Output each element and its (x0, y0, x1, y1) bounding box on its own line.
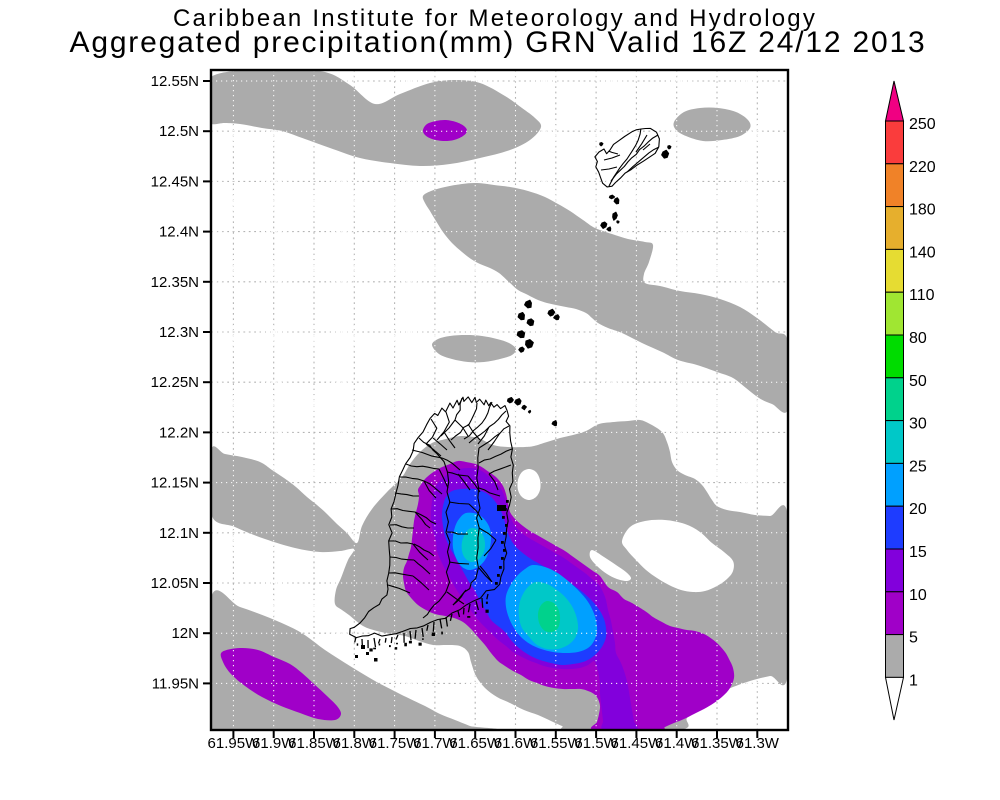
svg-text:12.3N: 12.3N (159, 324, 199, 341)
svg-text:12.1N: 12.1N (159, 525, 199, 542)
svg-text:61.8W: 61.8W (333, 735, 377, 752)
svg-text:12.45N: 12.45N (151, 173, 199, 190)
svg-text:25: 25 (909, 458, 927, 475)
svg-text:61.4W: 61.4W (655, 735, 699, 752)
svg-text:110: 110 (909, 287, 935, 304)
svg-text:61.6W: 61.6W (494, 735, 538, 752)
svg-text:250: 250 (909, 116, 936, 133)
svg-text:10: 10 (909, 587, 927, 604)
svg-text:61.35W: 61.35W (691, 735, 744, 752)
svg-text:30: 30 (909, 416, 927, 433)
svg-text:1: 1 (909, 672, 918, 689)
svg-text:61.85W: 61.85W (288, 735, 341, 752)
svg-text:Aggregated precipitation(mm) G: Aggregated precipitation(mm) GRN Valid 1… (70, 26, 927, 59)
svg-text:61.95W: 61.95W (208, 735, 261, 752)
svg-text:61.45W: 61.45W (611, 735, 664, 752)
svg-text:12.4N: 12.4N (159, 224, 199, 241)
svg-text:180: 180 (909, 202, 936, 219)
svg-text:61.75W: 61.75W (369, 735, 422, 752)
svg-text:61.5W: 61.5W (574, 735, 618, 752)
svg-text:61.7W: 61.7W (413, 735, 457, 752)
svg-text:12.5N: 12.5N (159, 123, 199, 140)
svg-text:12N: 12N (171, 625, 199, 642)
svg-text:80: 80 (909, 330, 927, 347)
svg-text:12.55N: 12.55N (151, 73, 199, 90)
svg-text:50: 50 (909, 373, 927, 390)
svg-text:140: 140 (909, 244, 936, 261)
svg-text:15: 15 (909, 544, 927, 561)
svg-text:61.55W: 61.55W (530, 735, 583, 752)
svg-text:20: 20 (909, 501, 927, 518)
svg-text:61.3W: 61.3W (736, 735, 780, 752)
svg-text:61.9W: 61.9W (252, 735, 296, 752)
svg-text:220: 220 (909, 159, 936, 176)
svg-text:Caribbean Institute for Meteor: Caribbean Institute for Meteorology and … (173, 5, 817, 32)
svg-text:12.35N: 12.35N (151, 274, 199, 291)
svg-text:5: 5 (909, 630, 918, 647)
svg-text:11.95N: 11.95N (152, 675, 199, 692)
svg-text:61.65W: 61.65W (449, 735, 502, 752)
svg-text:12.25N: 12.25N (151, 374, 199, 391)
svg-text:12.05N: 12.05N (151, 575, 199, 592)
svg-text:12.15N: 12.15N (151, 475, 199, 492)
svg-text:12.2N: 12.2N (159, 424, 199, 441)
